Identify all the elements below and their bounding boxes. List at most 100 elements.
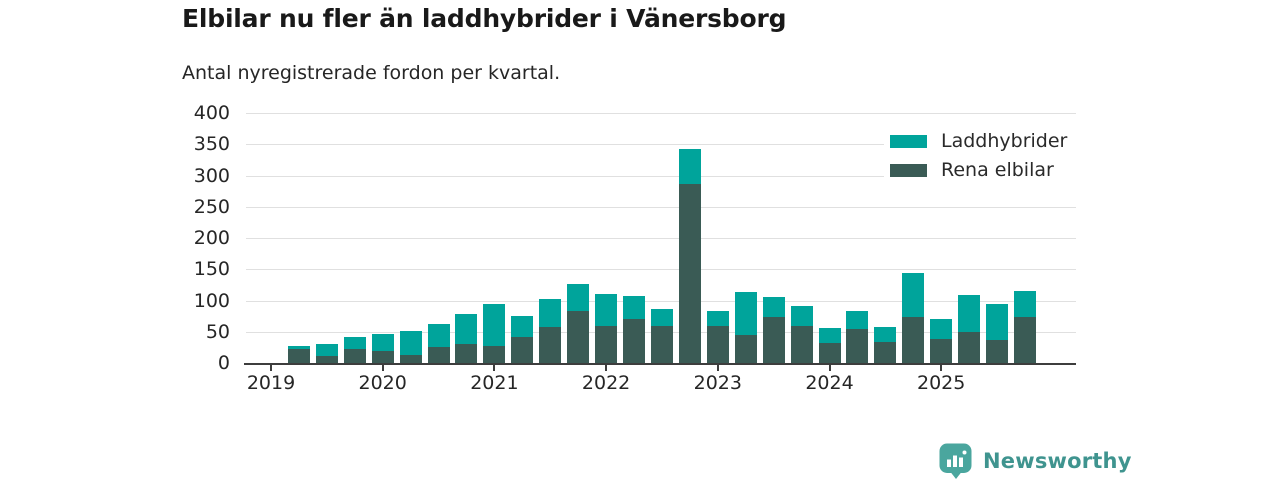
bar-segment-2020Q1-rena-elbilar (371, 351, 394, 363)
x-axis-tick-label: 2024 (805, 372, 854, 394)
legend-label: Laddhybrider (941, 130, 1068, 152)
bar-segment-2024Q3-laddhybrider (874, 327, 897, 342)
bar-2023Q3 (762, 296, 785, 363)
bar-2025Q2 (958, 294, 981, 363)
x-axis-tick-label: 2019 (246, 372, 296, 394)
bar-2019Q4 (343, 336, 366, 363)
bar-segment-2021Q2-rena-elbilar (511, 336, 534, 363)
gridline-100 (246, 300, 1076, 302)
plot-area: Laddhybrider Rena elbilar 0 50 100 150 200 250… (194, 102, 1078, 394)
bar-segment-2023Q3-laddhybrider (762, 296, 785, 318)
bar-segment-2023Q3-rena-elbilar (762, 317, 785, 363)
bar-segment-2022Q4-laddhybrider (678, 149, 701, 184)
y-axis-tick-label: 100 (193, 289, 230, 312)
bar-2019Q2 (287, 346, 310, 363)
x-axis-tick (270, 365, 272, 371)
bar-segment-2021Q1-rena-elbilar (483, 346, 506, 363)
x-axis-tick (940, 365, 943, 371)
bar-segment-2019Q2-rena-elbilar (287, 348, 310, 363)
bar-2025Q4 (1013, 291, 1036, 363)
bar-2020Q2 (399, 330, 422, 363)
bar-segment-2022Q1-laddhybrider (595, 294, 618, 326)
bar-segment-2024Q4-laddhybrider (902, 273, 925, 318)
bar-segment-2019Q3-rena-elbilar (315, 355, 338, 363)
bar-segment-2023Q2-rena-elbilar (734, 334, 757, 363)
bar-segment-2020Q1-laddhybrider (371, 334, 394, 352)
x-axis-tick-label: 2021 (470, 372, 519, 394)
y-axis-tick-label: 0 (217, 352, 230, 374)
bar-segment-2023Q1-rena-elbilar (706, 325, 729, 363)
bar-segment-2020Q3-rena-elbilar (427, 347, 450, 363)
bar-2021Q2 (511, 316, 534, 363)
bar-segment-2025Q3-laddhybrider (986, 304, 1009, 340)
bar-segment-2023Q1-laddhybrider (706, 311, 729, 326)
bar-segment-2022Q1-rena-elbilar (595, 325, 618, 363)
x-axis-tick (828, 365, 831, 371)
bar-segment-2019Q4-rena-elbilar (343, 349, 366, 363)
bar-2023Q2 (734, 292, 757, 363)
bar-segment-2021Q2-laddhybrider (511, 316, 534, 337)
y-axis-tick-label: 150 (193, 258, 230, 281)
chart-title: Elbilar nu fler än laddhybrider i Väners… (182, 4, 787, 33)
bar-segment-2024Q1-rena-elbilar (818, 343, 841, 363)
legend-swatch-icon (890, 163, 927, 177)
legend-item-rena-elbilar: Rena elbilar (890, 159, 1067, 181)
bar-segment-2019Q4-laddhybrider (343, 336, 366, 350)
bar-2025Q3 (986, 304, 1009, 363)
bar-segment-2020Q4-rena-elbilar (455, 344, 478, 363)
bar-segment-2023Q4-laddhybrider (790, 306, 813, 327)
bar-segment-2024Q4-rena-elbilar (902, 317, 925, 363)
bar-segment-2024Q3-rena-elbilar (874, 341, 897, 363)
bar-2025Q1 (930, 319, 953, 363)
bar-2020Q3 (427, 323, 450, 363)
bar-2021Q3 (539, 298, 562, 363)
gridline-350 (246, 144, 1076, 146)
bar-segment-2025Q2-laddhybrider (958, 294, 981, 332)
bar-2023Q1 (706, 311, 729, 363)
bar-2024Q4 (902, 273, 925, 363)
x-axis-tick (493, 365, 496, 371)
bar-segment-2024Q2-rena-elbilar (846, 328, 869, 363)
y-axis-tick-label: 400 (193, 102, 230, 124)
bar-2022Q2 (623, 296, 646, 363)
bar-segment-2023Q4-rena-elbilar (790, 326, 813, 363)
x-axis-tick-label: 2020 (358, 372, 407, 394)
bar-segment-2024Q2-laddhybrider (846, 310, 869, 329)
chart-subtitle: Antal nyregistrerade fordon per kvartal. (182, 62, 561, 84)
bar-segment-2020Q2-laddhybrider (399, 330, 422, 355)
y-axis-tick-label: 200 (193, 227, 230, 249)
x-axis-tick-label: 2023 (693, 372, 742, 394)
bar-segment-2021Q1-laddhybrider (483, 304, 506, 347)
x-axis-line (244, 363, 1076, 365)
bar-segment-2019Q2-laddhybrider (287, 346, 310, 349)
bar-segment-2021Q4-rena-elbilar (567, 310, 590, 363)
bar-2019Q3 (315, 344, 338, 363)
legend-swatch-icon (890, 134, 927, 148)
gridline-400 (246, 113, 1076, 114)
bar-segment-2022Q2-rena-elbilar (623, 319, 646, 363)
x-axis-tick-label: 2022 (581, 372, 631, 394)
bar-segment-2019Q3-laddhybrider (315, 344, 338, 356)
bar-segment-2025Q2-rena-elbilar (958, 331, 981, 363)
x-axis-tick-label: 2025 (917, 372, 966, 394)
bar-segment-2025Q1-laddhybrider (930, 319, 953, 339)
bar-segment-2025Q4-rena-elbilar (1013, 317, 1036, 363)
y-axis-tick-label: 350 (193, 133, 230, 156)
bar-segment-2025Q4-laddhybrider (1013, 291, 1036, 318)
gridline-200 (246, 238, 1076, 239)
bar-2024Q2 (846, 310, 869, 363)
bar-segment-2021Q3-laddhybrider (539, 298, 562, 327)
bar-segment-2020Q2-rena-elbilar (399, 354, 422, 363)
y-axis-tick-label: 50 (205, 320, 230, 343)
y-axis-tick-label: 250 (193, 195, 230, 218)
bar-2021Q1 (483, 304, 506, 363)
bar-segment-2022Q2-laddhybrider (623, 296, 646, 320)
bar-segment-2020Q4-laddhybrider (455, 314, 478, 345)
bar-segment-2021Q3-rena-elbilar (539, 326, 562, 363)
bar-segment-2024Q1-laddhybrider (818, 328, 841, 343)
bar-2022Q4 (678, 149, 701, 363)
bar-segment-2023Q2-laddhybrider (734, 292, 757, 335)
bar-segment-2025Q1-rena-elbilar (930, 338, 953, 363)
bar-segment-2025Q3-rena-elbilar (986, 339, 1009, 363)
